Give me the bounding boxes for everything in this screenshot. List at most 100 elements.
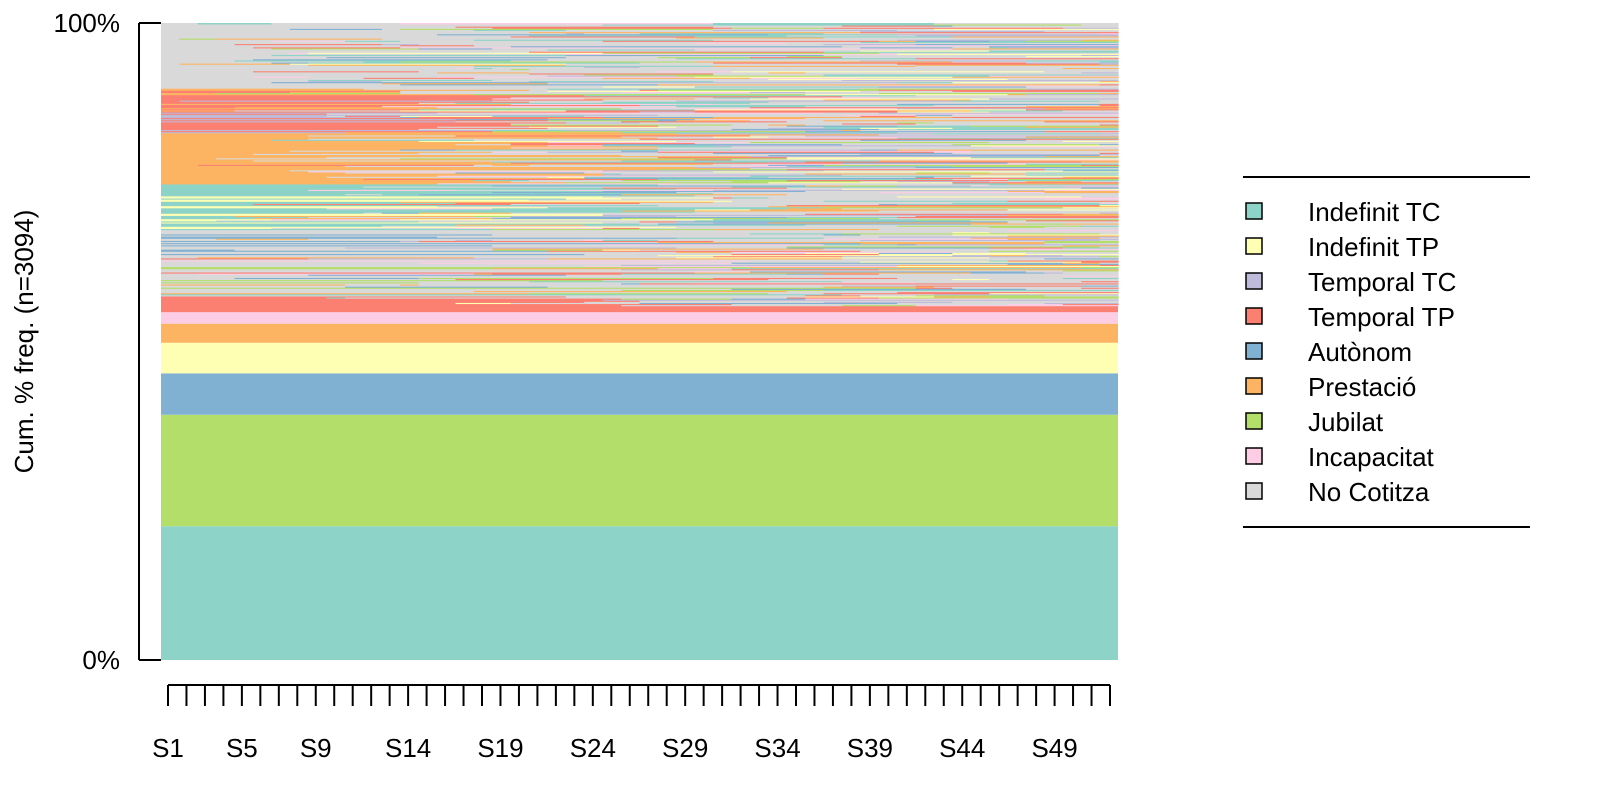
sequence-segment [823, 206, 1064, 209]
sequence-segment [565, 32, 585, 35]
sequence-segment [933, 201, 1119, 203]
sequence-segment [547, 117, 806, 120]
sequence-segment [326, 297, 346, 299]
sequence-segment [161, 266, 751, 269]
sequence-segment [878, 133, 1119, 136]
legend-label-jubilat: Jubilat [1308, 407, 1384, 437]
sequence-segment [455, 102, 751, 104]
sequence-segment [455, 135, 751, 137]
sequence-segment [326, 156, 659, 159]
sequence-segment [161, 136, 622, 138]
sequence-segment [161, 92, 217, 95]
sequence-segment [161, 199, 530, 201]
sequence-segment [400, 28, 714, 30]
sequence-segment [602, 279, 769, 282]
sequence-segment [161, 147, 512, 149]
sequence-segment [989, 80, 1101, 83]
sequence-segment [676, 68, 990, 71]
sequence-segment [713, 222, 769, 224]
sequence-segment [657, 156, 788, 159]
x-tick-label-s24: S24 [570, 733, 616, 763]
sequence-segment [161, 186, 365, 188]
sequence-segment [786, 125, 898, 127]
sequence-segment [308, 216, 512, 219]
sequence-segment [161, 290, 457, 293]
sequence-segment [161, 212, 365, 214]
sequence-segment [400, 201, 714, 203]
sequence-segment [860, 240, 1045, 243]
sequence-segment [1007, 263, 1119, 265]
sequence-segment [878, 40, 917, 42]
sequence-segment [161, 242, 714, 245]
sequence-segment [161, 182, 438, 185]
sequence-segment [1025, 40, 1119, 42]
sequence-segment [823, 243, 898, 246]
sequence-segment [161, 250, 549, 252]
sequence-segment [161, 124, 512, 126]
sequence-segment [1099, 100, 1119, 102]
y-tick-label-100: 100% [54, 8, 121, 38]
sequence-segment [308, 76, 438, 78]
sequence-segment [676, 103, 696, 105]
sequence-segment [161, 214, 604, 216]
sequence-segment [878, 253, 1119, 256]
sequence-segment [161, 36, 512, 38]
sequence-segment [345, 284, 401, 286]
sequence-segment [161, 61, 365, 63]
legend-swatch-autonom [1245, 342, 1263, 360]
sequence-segment [970, 281, 1119, 284]
sequence-segment [1044, 120, 1119, 123]
sequence-segment [860, 44, 1119, 47]
sequence-segment [584, 297, 788, 299]
sequence-segment [841, 25, 935, 27]
sequence-segment [768, 241, 1045, 244]
sequence-segment [933, 132, 1101, 135]
sequence-segment [1044, 168, 1119, 171]
sequence-segment [1025, 108, 1119, 111]
sequence-segment [713, 152, 953, 154]
sequence-segment [897, 110, 972, 112]
sequence-segment [1007, 238, 1064, 240]
sequence-segment [970, 110, 990, 112]
sequence-segment [989, 226, 1045, 228]
sequence-segment [1099, 224, 1119, 226]
sequence-segment [768, 199, 953, 201]
sequence-segment [860, 115, 917, 117]
sequence-segment [547, 58, 641, 61]
sequence-segment [621, 170, 677, 173]
sequence-segment [161, 76, 254, 78]
sequence-segment [878, 225, 898, 227]
sequence-segment [1025, 271, 1119, 273]
sequence-segment [216, 219, 549, 222]
sequence-segment [621, 193, 788, 196]
sequence-segment [1062, 140, 1119, 142]
sequence-segment [731, 211, 1045, 213]
sequence-segment [970, 235, 1009, 237]
sequence-segment [897, 83, 1101, 86]
sequence-segment [952, 181, 1119, 184]
sequence-segment [805, 91, 1119, 94]
sequence-segment [860, 294, 917, 297]
sequence-segment [161, 240, 401, 243]
sequence-segment [161, 193, 346, 196]
sequence-segment [970, 188, 1119, 190]
sequence-segment [897, 216, 1119, 219]
sequence-segment [455, 239, 493, 241]
sequence-segment [547, 144, 604, 147]
sequence-segment [161, 178, 365, 181]
sequence-segment [234, 277, 401, 280]
sequence-segment [1099, 262, 1119, 264]
sequence-segment [1099, 64, 1119, 66]
sequence-segment [841, 280, 1082, 283]
sequence-segment [621, 198, 880, 200]
sequence-segment [621, 217, 880, 220]
sequence-segment [161, 254, 181, 257]
sequence-segment [970, 193, 1119, 196]
sequence-segment [161, 176, 328, 178]
sequence-segment [933, 104, 1082, 107]
sequence-segment [547, 82, 733, 85]
sequence-segment [437, 182, 677, 185]
sequence-segment [197, 164, 475, 166]
sequence-segment [768, 229, 917, 232]
sequence-segment [952, 114, 990, 116]
